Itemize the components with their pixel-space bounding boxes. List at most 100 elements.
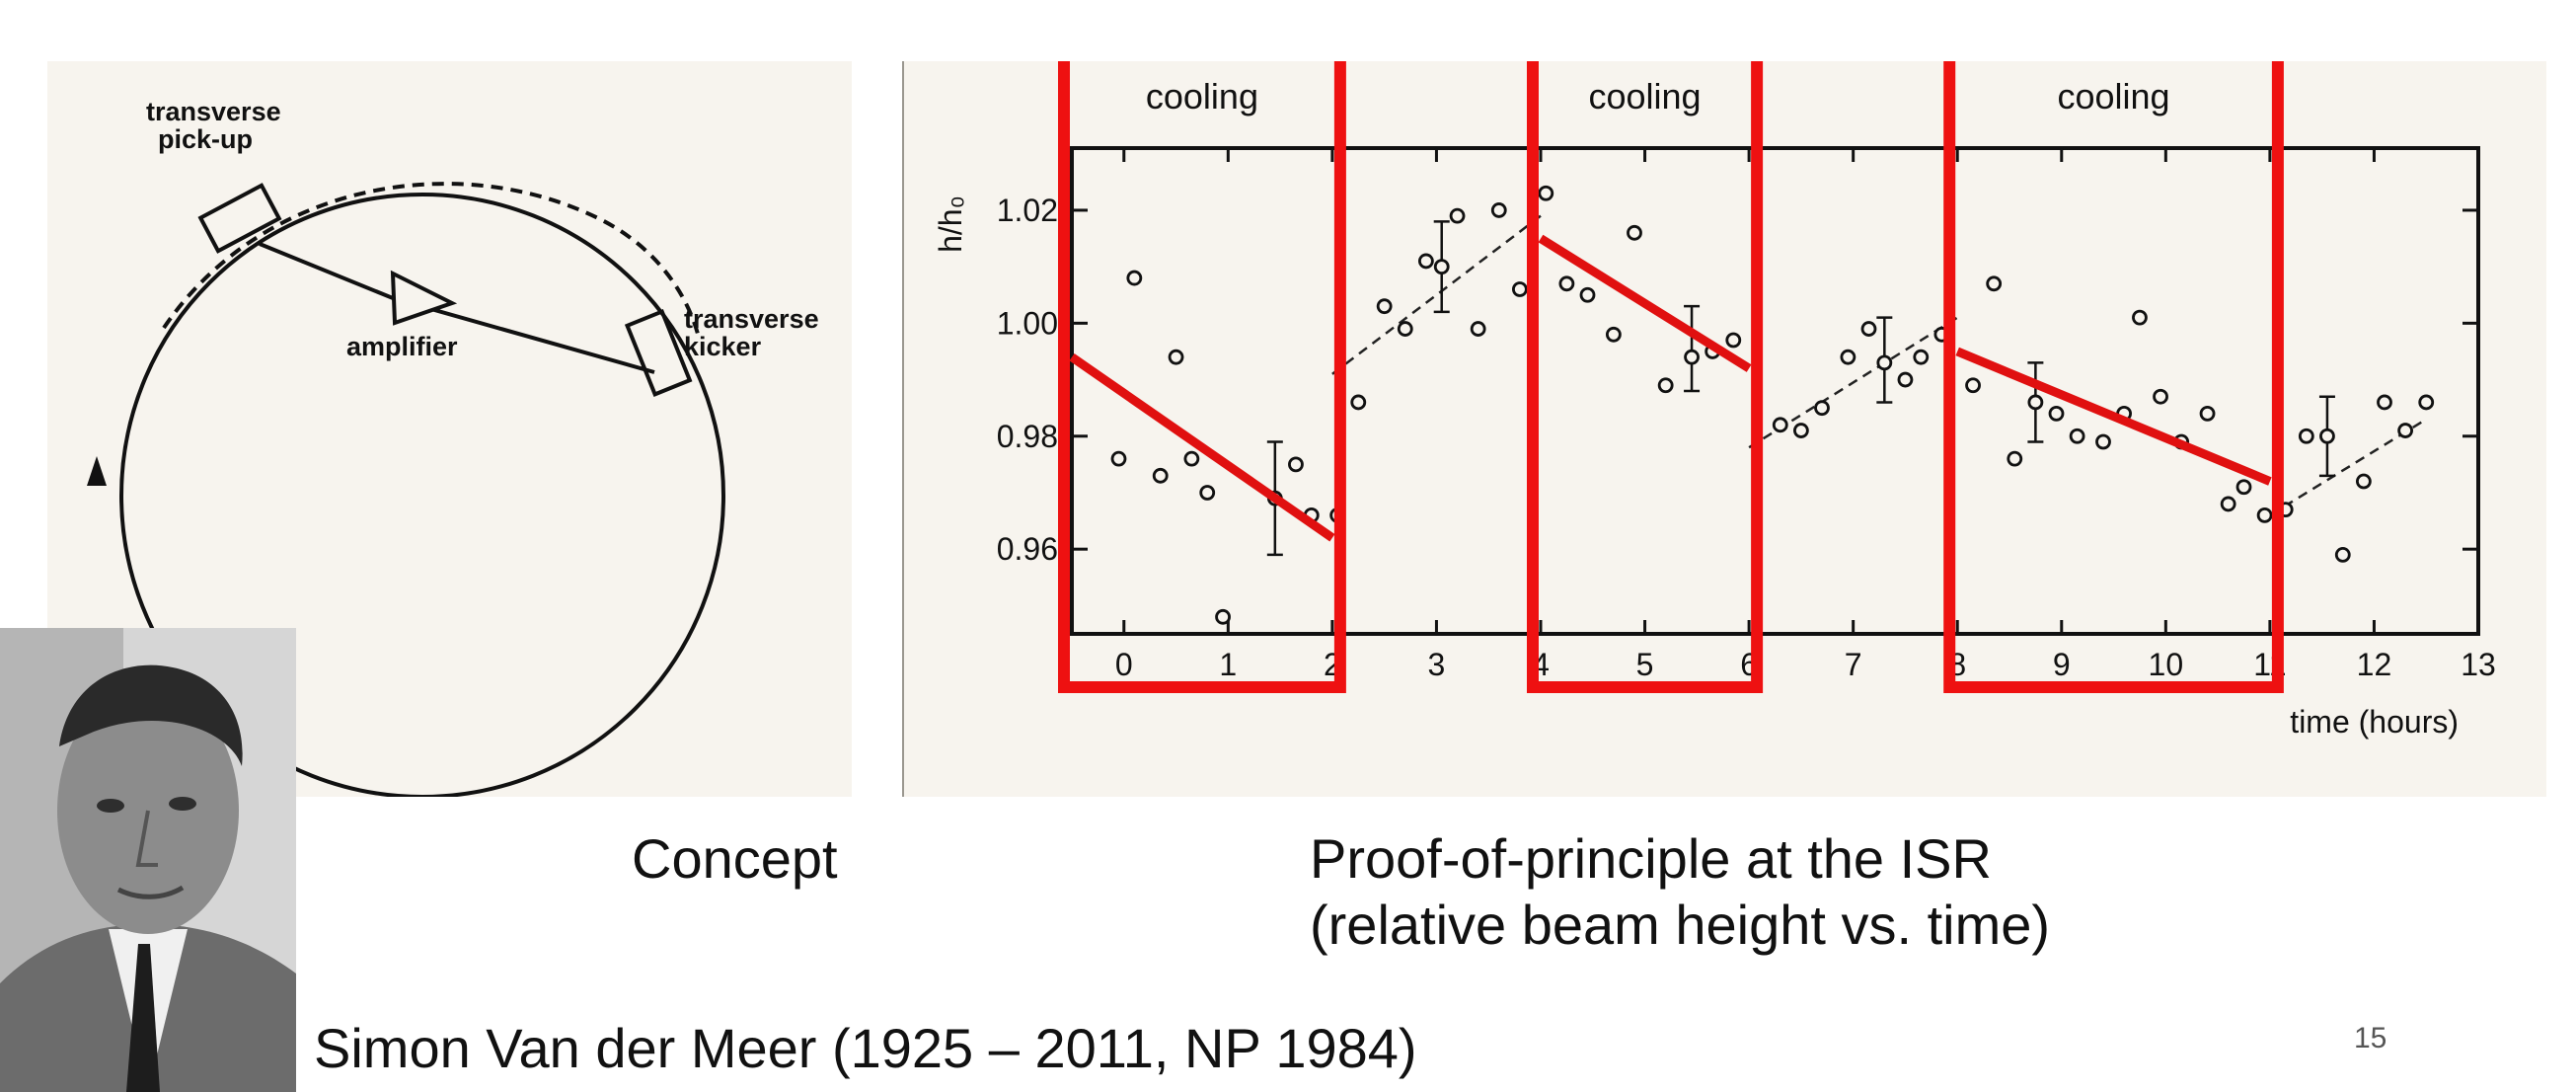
kicker-box	[624, 308, 693, 397]
data-point	[2220, 496, 2236, 512]
data-point	[1876, 354, 1893, 371]
data-point	[2418, 394, 2435, 411]
data-point	[1627, 224, 1642, 241]
data-point	[2153, 388, 2168, 405]
slide-number: 15	[2354, 1022, 2387, 1054]
data-point	[1913, 349, 1930, 365]
data-point	[1350, 394, 1367, 411]
data-point	[1605, 326, 1622, 343]
cooling-highlight-box	[1058, 61, 1346, 693]
x-tick-label: 0	[1115, 647, 1133, 682]
cooling-highlight-box	[1943, 61, 2284, 693]
data-point	[1725, 332, 1742, 349]
y-axis-label: h/h₀	[933, 195, 968, 253]
data-point	[2095, 433, 2111, 450]
cooling-trend-line	[1955, 347, 2272, 486]
cooling-label: cooling	[2058, 76, 2170, 117]
data-point	[1897, 371, 1914, 388]
cooling-highlight-box	[1527, 61, 1764, 693]
data-point	[1684, 349, 1700, 365]
amplifier-triangle	[390, 270, 458, 326]
pickup-label-line1: transverse	[146, 97, 281, 126]
x-axis-label: time (hours)	[2290, 704, 2459, 740]
x-tick-label: 5	[1636, 647, 1654, 682]
data-point	[1215, 608, 1231, 625]
data-point	[2319, 428, 2335, 444]
beam-orbit-dashed	[162, 182, 701, 339]
cooling-label: cooling	[1146, 76, 1258, 117]
data-point	[1814, 400, 1830, 417]
data-point	[2132, 309, 2148, 326]
x-tick-label: 13	[2461, 647, 2496, 682]
data-point	[1772, 417, 1788, 433]
data-point	[2048, 405, 2065, 422]
y-tick-label: 0.98	[997, 419, 1058, 454]
caption-proof-line2: (relative beam height vs. time)	[1310, 894, 2051, 957]
caption-proof: Proof-of-principle at the ISR (relative …	[1310, 825, 2050, 958]
x-tick-label: 12	[2357, 647, 2392, 682]
data-point	[2334, 547, 2351, 563]
concept-diagram: transverse pick-up amplifier transverse …	[87, 97, 819, 797]
data-point	[1376, 298, 1393, 315]
amplifier-label: amplifier	[346, 332, 458, 361]
data-point	[2256, 507, 2273, 523]
y-tick-label: 1.00	[997, 305, 1058, 341]
kicker-label-line2: kicker	[684, 332, 762, 361]
y-tick-label: 0.96	[997, 531, 1058, 567]
data-point	[2377, 394, 2392, 411]
data-point	[1490, 202, 1507, 218]
portrait-photo	[0, 628, 296, 1092]
data-point	[1558, 275, 1575, 292]
data-point	[2069, 428, 2085, 444]
data-point	[1110, 450, 1127, 467]
caption-proof-line1: Proof-of-principle at the ISR	[1310, 827, 1992, 890]
data-point	[1657, 377, 1674, 394]
data-point	[1840, 349, 1856, 365]
data-point	[1579, 286, 1596, 303]
data-point	[1538, 185, 1554, 201]
x-tick-label: 1	[1219, 647, 1237, 682]
beam-direction-arrow	[87, 456, 107, 486]
data-point	[2397, 423, 2414, 438]
data-point	[1288, 456, 1304, 473]
data-point	[1126, 270, 1143, 286]
data-point	[1792, 423, 1809, 438]
data-point	[1183, 450, 1200, 467]
data-point	[2007, 450, 2023, 467]
y-tick-label: 1.02	[997, 193, 1058, 228]
x-tick-label: 7	[1845, 647, 1862, 682]
data-point	[1965, 377, 1981, 394]
data-point	[2199, 405, 2216, 422]
data-point	[1417, 253, 1434, 270]
x-tick-label: 10	[2149, 647, 2184, 682]
data-point	[1168, 349, 1184, 365]
data-point	[2027, 394, 2044, 411]
data-point	[2298, 428, 2314, 444]
caption-person: Simon Van der Meer (1925 – 2011, NP 1984…	[314, 1017, 1417, 1079]
data-point	[1470, 321, 1486, 337]
data-point	[2355, 473, 2372, 490]
plot-frame	[1070, 146, 2480, 636]
x-tick-label: 9	[2053, 647, 2071, 682]
storage-ring	[119, 193, 725, 797]
dashed-trend-line	[1331, 214, 1542, 375]
data-point	[1511, 281, 1528, 297]
data-point	[1449, 207, 1466, 224]
data-point	[1397, 321, 1413, 337]
data-point	[1152, 467, 1169, 484]
cooling-trend-line	[1069, 352, 1335, 542]
data-point	[2235, 479, 2252, 496]
chart-panel: 0 1 2 3 4 5 6 7 8 9 10 11 12 13 0.96 0.98 1.00 1.02 time (…	[902, 61, 2546, 797]
kicker-label-line1: transverse	[684, 304, 819, 334]
x-tick-label: 3	[1428, 647, 1446, 682]
data-point	[1433, 259, 1450, 275]
pickup-label-line2: pick-up	[158, 124, 253, 154]
cooling-trend-line	[1538, 234, 1752, 372]
caption-concept: Concept	[632, 827, 838, 890]
data-point	[1986, 275, 2003, 292]
cooling-label: cooling	[1589, 76, 1702, 117]
data-point	[1860, 321, 1877, 337]
pickup-box	[197, 183, 282, 254]
portrait-illustration	[0, 628, 296, 1092]
